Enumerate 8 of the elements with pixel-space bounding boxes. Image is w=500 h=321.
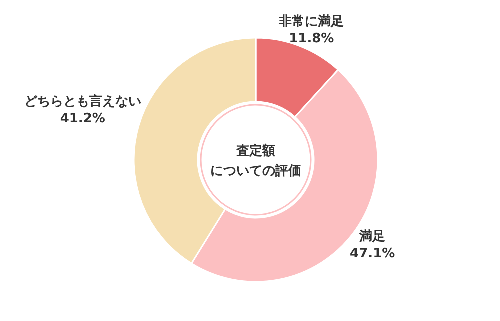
text: 査定額 xyxy=(236,143,276,159)
data-label: 47.1% xyxy=(350,246,396,262)
text: についての評価 xyxy=(210,163,302,179)
data-label: 11.8% xyxy=(289,31,334,46)
slice-label: 満足 xyxy=(358,230,386,245)
data-label: 41.2% xyxy=(60,112,106,127)
slice-label: 非常に満足 xyxy=(278,14,344,30)
slice-label: どちらとも言えない xyxy=(24,94,142,110)
